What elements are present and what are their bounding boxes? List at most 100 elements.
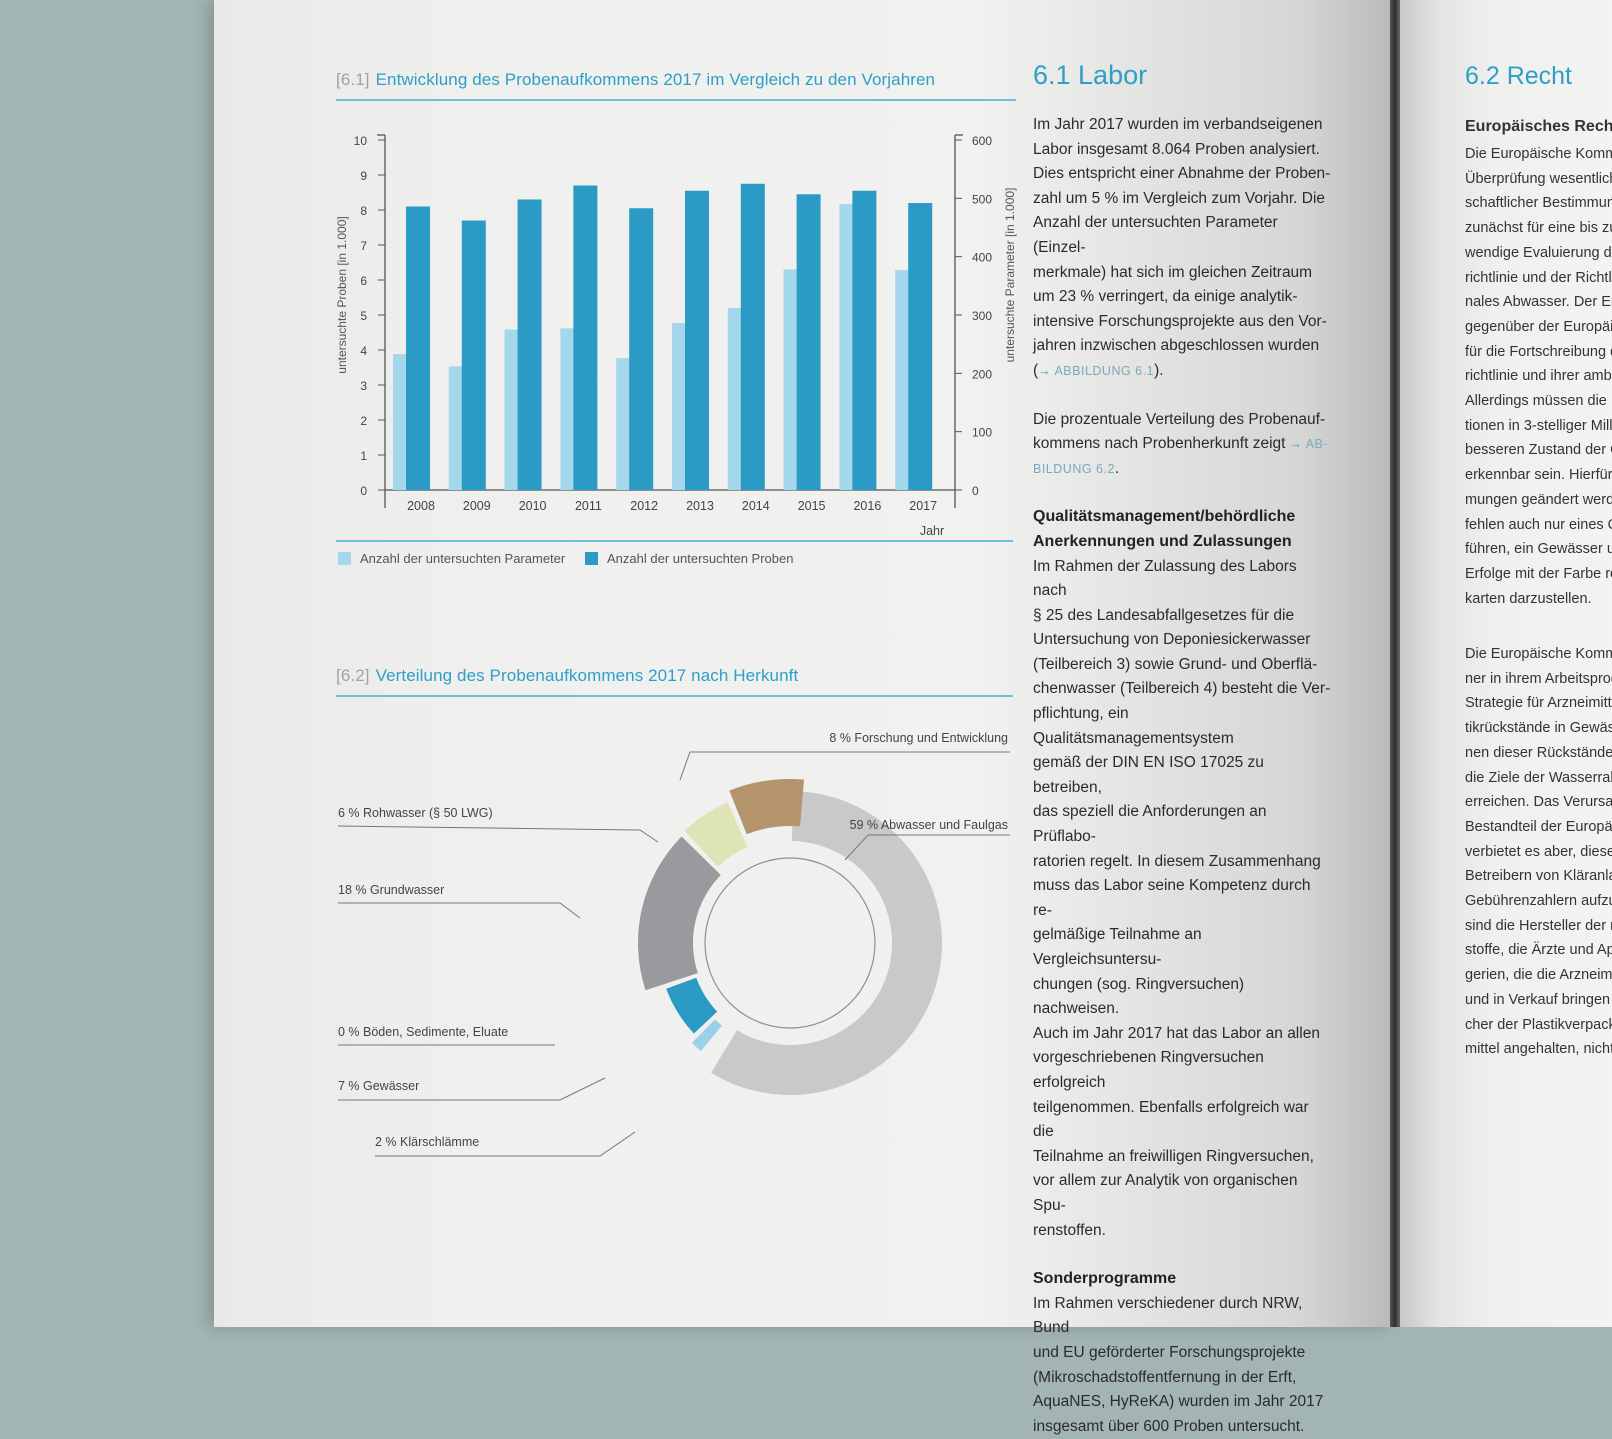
text-line: tionen in 3-stelliger Millio [1465,417,1612,434]
section-6-1: 6.1 Labor Im Jahr 2017 wurden im verband… [1033,62,1333,1439]
abbildung-6-2-label: BILDUNG 6.2 [1033,461,1115,476]
text-line: Im Rahmen der Zulassung des Labors nach [1033,557,1297,600]
abbildung-6-1-label: ABBILDUNG 6.1 [1054,363,1155,378]
text-line: Qualitätsmanagement/behördliche [1033,508,1296,526]
text-line: gerien, die die Arzneimitte [1465,967,1612,984]
text-line: erreichen. Das Verursache [1465,794,1612,811]
section-6-2-title-wrap: 6.2 Recht [1465,64,1572,93]
text-line: pflichtung, ein Qualitätsmanagementsyste… [1033,705,1234,747]
figure1-title: [6.1] Entwicklung des Probenaufkommens 20… [336,70,935,90]
text-line: Bestandteil der Europäisch [1465,818,1612,835]
text-line: stoffe, die Ärzte und Apoth [1465,942,1612,959]
figure2-title-rule [336,695,1013,697]
section-6-2-para2: Die Europäische Kommissi ner in ihrem Arb… [1465,642,1612,1062]
section-6-2-subhead: Europäisches Recht [1465,118,1612,135]
text-line: chenwasser (Teilbereich 4) besteht die V… [1033,680,1331,698]
text-line: renstoffen. [1033,1221,1106,1239]
section-6-1-para2: Die prozentuale Verteilung des Probenauf… [1033,408,1333,457]
text-line: merkmale) hat sich im gleichen Zeitraum [1033,263,1313,281]
text-line: kommens nach Probenherkunft zeigt → AB- [1033,435,1329,453]
text-line: gegenüber der Europäisch [1465,318,1612,335]
legend-proben: Anzahl der untersuchten Proben [585,551,793,566]
section-6-1-ref1: (→ ABBILDUNG 6.1). [1033,361,1164,379]
text-line: Untersuchung von Deponiesickerwasser [1033,631,1311,649]
text-line: Erfolge mit der Farbe rot in [1465,565,1612,582]
text-line: Strategie für Arzneimittel- [1465,695,1612,712]
text-line: Betreibern von Kläranlage [1465,868,1612,885]
text-line: nen dieser Rückstände ist [1465,744,1612,761]
right-page [1400,0,1612,1327]
legend-parameter: Anzahl der untersuchten Parameter [338,551,565,566]
text-line: intensive Forschungsprojekte aus den Vor… [1033,312,1327,330]
text-line: teilgenommen. Ebenfalls erfolgreich war … [1033,1098,1309,1141]
text-line: richtlinie und ihrer ambitio [1465,368,1612,385]
legend-swatch-proben [585,552,598,565]
text-line: die Ziele der Wasserrahme [1465,769,1612,786]
text-line: ratorien regelt. In diesem Zusammenhang [1033,852,1321,870]
text-line: insgesamt über 600 Proben untersucht. [1033,1417,1305,1435]
text-line: § 25 des Landesabfallgesetzes für die [1033,606,1295,624]
text-line: tikrückstände in Gewässer [1465,720,1612,737]
text-line: für die Fortschreibung der [1465,343,1612,360]
text-line: Auch im Jahr 2017 hat das Labor an allen [1033,1024,1320,1042]
legend-label-parameter: Anzahl der untersuchten Parameter [360,551,566,566]
text-line: Labor insgesamt 8.064 Proben analysiert. [1033,140,1320,158]
text-line: muss das Labor seine Kompetenz durch re- [1033,877,1311,919]
text-line: nales Abwasser. Der Erftv [1465,294,1612,311]
text-line: sind die Hersteller der med [1465,917,1612,934]
text-line: zunächst für eine bis zum [1465,220,1612,237]
text-line: karten darzustellen. [1465,590,1592,607]
figure1-bottom-rule [336,540,1013,542]
text-line: mungen geändert werden [1465,491,1612,508]
section-6-1-para1: Im Jahr 2017 wurden im verbandseigenen La… [1033,113,1333,359]
text-line: Anerkennungen und Zulassungen [1033,532,1292,550]
text-line: vorgeschriebenen Ringversuchen erfolgrei… [1033,1049,1264,1091]
text-line: AquaNES, HyReKA) wurden im Jahr 2017 [1033,1393,1324,1411]
abbildung-6-2-link-start[interactable]: → AB- [1285,437,1329,452]
text-line: Teilnahme an freiwilligen Ringversuchen, [1033,1147,1314,1165]
text-line: schaftlicher Bestimmunge [1465,195,1612,212]
section-6-1-subhead-sonder: Sonderprogramme [1033,1270,1177,1288]
text-line: chungen (sog. Ringversuchen) nachweisen. [1033,975,1245,1018]
text-line: Im Jahr 2017 wurden im verbandseigenen [1033,116,1323,133]
section-6-1-para4: Im Rahmen verschiedener durch NRW, Bund u… [1033,1292,1333,1439]
text-line: erkennbar sein. Hierfür mu [1465,467,1612,484]
text-line: ner in ihrem Arbeitsprogra [1465,670,1612,687]
legend-swatch-parameter [338,552,351,565]
book-gutter [1390,0,1400,1327]
text-line: jahren inzwischen abgeschlossen wurden [1033,337,1320,355]
text-line: und EU geförderter Forschungsprojekte [1033,1343,1306,1361]
text-line: besseren Zustand der Gew [1465,442,1612,459]
text-line: Im Rahmen verschiedener durch NRW, Bund [1033,1294,1303,1337]
text-line: Gebührenzahlern aufzubü [1465,893,1612,910]
text-line: (Teilbereich 3) sowie Grund- und Oberflä… [1033,655,1318,673]
abbildung-6-2-label-start: AB- [1305,437,1329,452]
text-line: richtlinie und der Richtlini [1465,269,1612,286]
figure1-number: [6.1] [336,70,370,89]
text-line: führen, ein Gewässer ungü [1465,541,1612,558]
text-line: gemäß der DIN EN ISO 17025 zu betreiben, [1033,754,1264,796]
figure2-title: [6.2] Verteilung des Probenaufkommens 201… [336,666,798,686]
section-6-1-para3: Im Rahmen der Zulassung des Labors nach §… [1033,555,1333,1244]
section-6-2-para1: Die Europäische Kommiss Überprüfung wesen… [1465,142,1612,611]
figure2-number: [6.2] [336,666,370,685]
text-line: Die prozentuale Verteilung des Probenauf… [1033,410,1326,428]
text-line: cher der Plastikverpackung [1465,1016,1612,1033]
text-line: Überprüfung wesentliche [1465,170,1612,187]
section-6-1-ref2[interactable]: BILDUNG 6.2. [1033,459,1120,477]
text-line: um 23 % verringert, da einige analytik- [1033,288,1298,306]
text-line: Die Europäische Kommissi [1465,646,1612,662]
section-6-1-title: 6.1 Labor [1033,60,1148,90]
text-line: mittel angehalten, nicht nu [1465,1041,1612,1058]
figure2-title-text: Verteilung des Probenaufkommens 2017 nac… [375,666,799,685]
text-line: Allerdings müssen die Erfo [1465,393,1612,410]
abbildung-6-1-link[interactable]: → ABBILDUNG 6.1 [1038,363,1155,378]
text-line: Die Europäische Kommiss [1465,146,1612,162]
text-line: zahl um 5 % im Vergleich zum Vorjahr. Di… [1033,189,1326,207]
legend-label-proben: Anzahl der untersuchten Proben [607,551,794,566]
section-6-2-title: 6.2 Recht [1465,62,1573,90]
text-line: wendige Evaluierung der [1465,244,1612,261]
section-6-1-subhead-qm: Qualitätsmanagement/behördliche Anerkennu… [1033,505,1333,554]
abbildung-6-2-link[interactable]: BILDUNG 6.2 [1033,462,1115,476]
text-line: und in Verkauf bringen sow [1465,991,1612,1008]
